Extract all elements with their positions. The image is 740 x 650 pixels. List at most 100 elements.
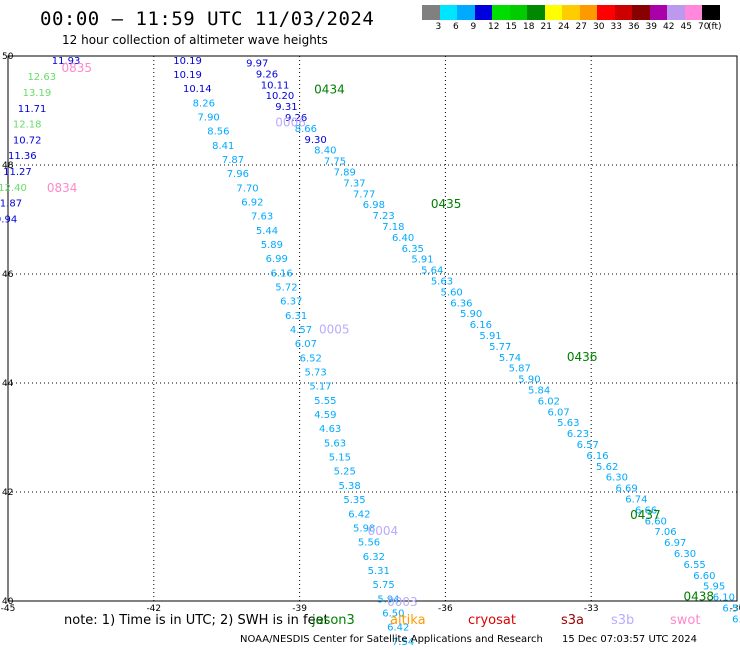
wave-height-value: 6.50 [382, 608, 404, 619]
wave-height-value: 5.94 [377, 594, 399, 605]
wave-height-value: 12.40 [0, 183, 27, 194]
wave-height-value: 6.55 [684, 560, 706, 571]
wave-height-value: 7.54 [392, 637, 414, 648]
wave-height-value: 5.35 [343, 495, 365, 506]
colorbar-label: 9 [470, 22, 477, 32]
pass-label: 0437 [630, 508, 661, 522]
pass-label: 0003 [387, 595, 418, 609]
wave-height-value: 6.10 [713, 593, 735, 604]
wave-height-value: 5.89 [261, 240, 283, 251]
mission-swot: swot [670, 613, 701, 628]
colorbar-swatch [614, 5, 632, 20]
wave-height-value: 6.02 [538, 396, 560, 407]
pass-label: 0435 [431, 197, 462, 211]
colorbar-swatch [457, 5, 475, 20]
colorbar-label: 45 [680, 22, 692, 32]
colorbar-label: 27 [575, 22, 587, 32]
wave-height-value: 5.63 [557, 418, 579, 429]
wave-height-value: 6.16 [470, 320, 492, 331]
chart-title: 00:00 – 11:59 UTC 11/03/2024 [40, 8, 375, 30]
footer-note: note: 1) Time is in UTC; 2) SWH is in fe… [64, 613, 329, 628]
colorbar-swatch [649, 5, 667, 20]
colorbar-swatch [562, 5, 580, 20]
wave-height-value: 5.87 [509, 364, 531, 375]
wave-height-value: 6.74 [625, 495, 647, 506]
wave-height-value: 7.77 [353, 189, 375, 200]
wave-height-value: 6.60 [693, 571, 715, 582]
y-tick-label: 44 [2, 379, 14, 389]
credit-line: NOAA/NESDIS Center for Satellite Applica… [240, 634, 697, 645]
colorbar-swatch [579, 5, 597, 20]
wave-height-value: 5.64 [421, 266, 443, 277]
wave-height-value: 6.97 [664, 538, 686, 549]
pass-label: 0004 [368, 524, 399, 538]
wave-height-value: 8.40 [314, 146, 336, 157]
pass-label: 0436 [567, 350, 598, 364]
wave-height-value: 6.07 [547, 407, 569, 418]
wave-height-value: 7.18 [382, 222, 404, 233]
wave-height-value: 6.32 [363, 552, 385, 563]
wave-height-value: 10.94 [0, 214, 17, 225]
mission-s3b: s3b [611, 613, 635, 628]
wave-height-value: 5.91 [479, 331, 501, 342]
mission-cryosat: cryosat [468, 613, 516, 628]
wave-height-value: 5.15 [329, 453, 351, 464]
wave-height-value: 7.96 [227, 169, 249, 180]
pass-label: 0438 [684, 590, 715, 604]
wave-height-value: 9.30 [304, 135, 326, 146]
x-tick-label: -33 [584, 604, 599, 614]
wave-height-value: 5.75 [373, 580, 395, 591]
wave-height-value: 5.84 [528, 386, 550, 397]
plot-frame [7, 55, 738, 602]
wave-height-value: 7.70 [236, 183, 258, 194]
pass-label: 0834 [47, 181, 78, 195]
colorbar-label: 21 [540, 22, 552, 32]
colorbar-swatch [632, 5, 650, 20]
wave-height-value: 5.72 [275, 283, 297, 294]
wave-height-value: 6.30 [674, 549, 696, 560]
pass-label: 0005 [319, 323, 350, 337]
wave-height-value: 5.17 [309, 382, 331, 393]
mission-altika: altika [390, 613, 426, 628]
wave-height-value: 7.90 [198, 112, 220, 123]
wave-height-value: 7.63 [251, 212, 273, 223]
colorbar-swatch [702, 5, 720, 20]
wave-height-value: 6.42 [387, 623, 409, 634]
wave-height-value: 12.63 [27, 72, 56, 83]
y-tick-label: 48 [2, 161, 14, 171]
colorbar-swatch [492, 5, 510, 20]
colorbar-label: 70 [698, 22, 710, 32]
wave-height-value: 10.14 [183, 84, 212, 95]
wave-height-value: 6.66 [635, 505, 657, 516]
wave-height-value: 5.44 [256, 226, 278, 237]
wave-height-value: 10.19 [173, 70, 202, 81]
wave-height-value: 5.74 [499, 353, 521, 364]
wave-height-value: 6.16 [270, 268, 292, 279]
wave-height-value: 5.95 [703, 582, 725, 593]
chart-subtitle: 12 hour collection of altimeter wave hei… [62, 33, 328, 47]
wave-height-value: 5.60 [441, 287, 463, 298]
colorbar-swatch [684, 5, 702, 20]
wave-height-value: 5.91 [411, 255, 433, 266]
wave-height-value: 6.44 [732, 614, 740, 625]
wave-height-value: 5.90 [518, 375, 540, 386]
wave-height-value: 6.35 [402, 244, 424, 255]
pass-label: 0006 [275, 115, 306, 129]
colorbar-label: 30 [593, 22, 605, 32]
colorbar-label: 42 [663, 22, 675, 32]
wave-height-value: 6.92 [241, 198, 263, 209]
wave-height-value: 7.75 [324, 157, 346, 168]
wave-height-value: 6.69 [616, 484, 638, 495]
wave-height-value: 6.36 [450, 298, 472, 309]
wave-height-value: 5.62 [596, 462, 618, 473]
wave-height-value: 5.77 [489, 342, 511, 353]
wave-height-value: 5.56 [358, 538, 380, 549]
x-tick-label: -39 [292, 604, 307, 614]
wave-height-value: 6.57 [722, 604, 740, 615]
colorbar-label: 36 [628, 22, 640, 32]
colorbar-label: 24 [558, 22, 570, 32]
wave-height-value: 5.31 [368, 566, 390, 577]
y-tick-label: 42 [2, 488, 13, 498]
wave-height-value: 4.57 [290, 325, 312, 336]
wave-height-value: 11.93 [52, 56, 81, 67]
